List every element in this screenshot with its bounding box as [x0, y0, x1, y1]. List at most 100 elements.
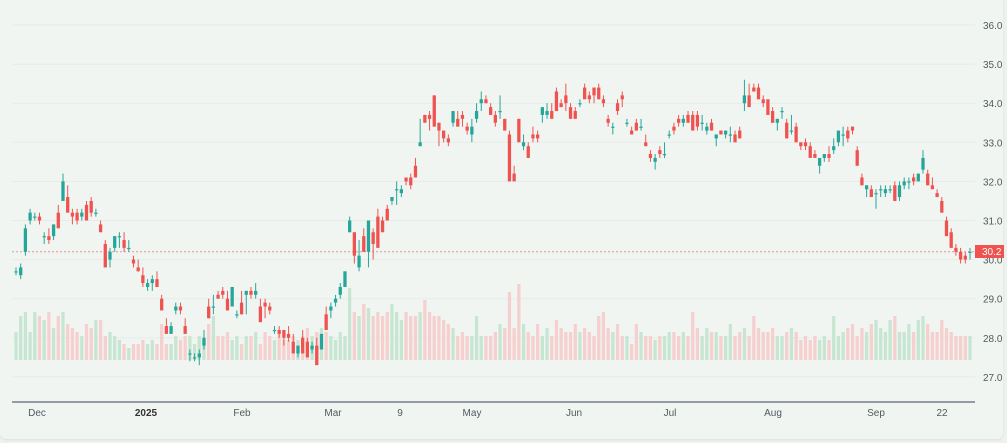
volume-bar	[427, 312, 432, 360]
volume-bar	[324, 332, 328, 360]
candle-body	[376, 216, 380, 248]
volume-bar	[963, 336, 967, 360]
candle-body	[19, 267, 23, 276]
volume-bar	[836, 336, 841, 360]
last-price-badge: 30.2	[975, 245, 1004, 258]
candle-body	[427, 114, 432, 119]
volume-bar	[51, 328, 56, 360]
candle-body	[597, 87, 601, 100]
volume-bar	[197, 336, 201, 360]
volume-bar	[47, 312, 51, 360]
volume-bar	[28, 332, 32, 360]
candle-body	[564, 95, 568, 104]
volume-bar	[117, 340, 122, 360]
price-tick-label: 34.0	[983, 99, 1003, 110]
candle-body	[319, 333, 324, 350]
volume-bar	[601, 312, 606, 360]
candle-body	[362, 236, 366, 252]
volume-bar	[799, 340, 803, 360]
candle-body	[225, 298, 230, 311]
volume-bar	[343, 336, 347, 360]
volume-bar	[37, 316, 42, 360]
candle-body	[315, 345, 319, 366]
volume-bar	[907, 324, 911, 360]
candle-body	[573, 111, 577, 119]
candle-body	[37, 216, 42, 221]
volume-bar	[282, 340, 286, 360]
volume-bar	[277, 332, 281, 360]
candle-body	[489, 107, 493, 115]
volume-bar	[521, 324, 526, 360]
volume-bar	[258, 344, 263, 360]
price-axis[interactable]: 36.0 35.0 34.0 33.0 32.0 31.0 30.0 29.0 28.0 27.0	[983, 21, 1003, 384]
volume-bar	[568, 332, 573, 360]
volume-bar	[160, 324, 164, 360]
volume-bar	[949, 332, 953, 360]
volume-bar	[597, 316, 601, 360]
volume-bar	[846, 328, 850, 360]
volume-bar	[493, 332, 497, 360]
candle-body	[817, 157, 822, 166]
candle-body	[301, 337, 305, 354]
candle-body	[785, 122, 789, 139]
volume-bar	[723, 336, 728, 360]
time-axis[interactable]: Dec 2025 Feb Mar 9 May Jun Jul Aug Sep 22	[28, 408, 948, 419]
time-tick-label: May	[463, 408, 482, 419]
candle-body	[568, 107, 573, 119]
volume-bar	[578, 332, 582, 360]
candle-body	[545, 111, 549, 115]
candle-body	[277, 329, 281, 334]
volume-bar	[803, 336, 808, 360]
volume-bar	[84, 324, 89, 360]
candle-body	[507, 134, 512, 182]
candle-body	[28, 212, 32, 221]
candle-body	[620, 95, 624, 100]
volume-bar	[413, 316, 418, 360]
candle-body	[738, 130, 742, 139]
candle-body	[662, 154, 667, 156]
volume-bar	[738, 332, 742, 360]
candle-body	[921, 157, 925, 170]
time-tick-label: Aug	[764, 408, 782, 419]
candle-body	[827, 154, 831, 158]
candle-body	[282, 329, 286, 338]
volume-bar	[61, 312, 65, 360]
volume-bar	[122, 344, 126, 360]
candle-body	[409, 177, 413, 186]
candle-body	[926, 173, 930, 186]
price-tick-label: 33.0	[983, 138, 1003, 149]
candle-body	[442, 130, 446, 139]
volume-bar	[188, 336, 192, 360]
volume-bar	[155, 344, 159, 360]
volume-bar	[860, 328, 864, 360]
price-tick-label: 27.0	[983, 373, 1003, 384]
candle-body	[357, 255, 361, 268]
volume-bar	[785, 332, 789, 360]
volume-bar	[770, 328, 775, 360]
time-tick-label: Jun	[566, 408, 582, 419]
candle-body	[371, 232, 375, 244]
candle-body	[263, 302, 267, 307]
volume-bar	[911, 332, 916, 360]
price-tick-label: 35.0	[983, 60, 1003, 71]
candle-body	[42, 236, 46, 238]
volume-bar	[540, 336, 544, 360]
volume-bar	[136, 344, 140, 360]
candle-body	[127, 247, 131, 250]
candle-body	[658, 150, 662, 155]
candle-body	[559, 103, 563, 108]
candle-body	[432, 95, 436, 127]
candle-body	[56, 212, 60, 229]
candle-body	[601, 99, 606, 104]
candle-body	[888, 189, 892, 191]
volume-bar	[437, 316, 441, 360]
volume-bar	[780, 336, 784, 360]
volume-bar	[211, 316, 216, 360]
candle-body	[390, 197, 394, 201]
volume-bar	[329, 336, 333, 360]
candle-body	[51, 224, 56, 237]
volume-bar	[653, 340, 657, 360]
volume-bar	[113, 336, 117, 360]
